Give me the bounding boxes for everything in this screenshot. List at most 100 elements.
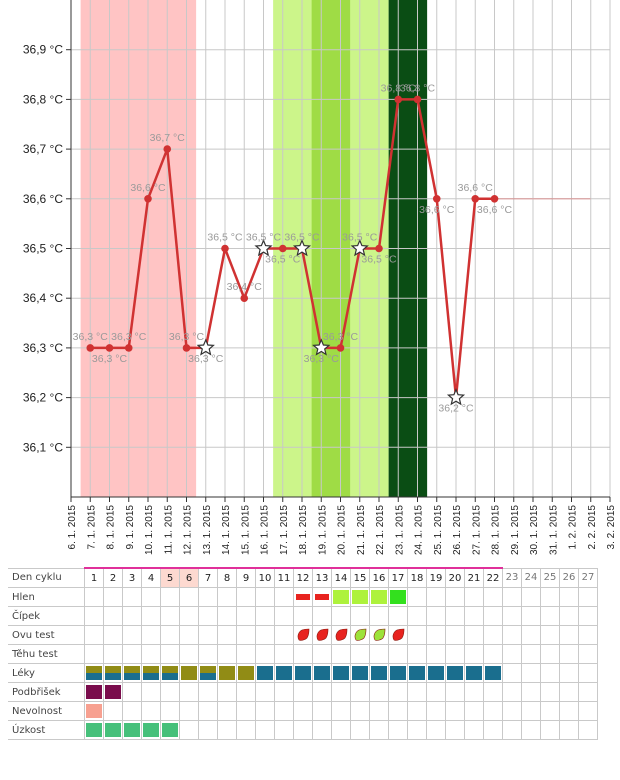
table-cell <box>84 625 104 645</box>
table-cell <box>464 720 484 740</box>
nausea-mark <box>86 704 102 718</box>
table-cell <box>122 720 142 740</box>
table-cell <box>293 701 313 721</box>
medication-mark <box>124 666 140 680</box>
x-tick-label: 31. 1. 2015 <box>548 505 559 555</box>
point-marker <box>105 344 114 352</box>
data-label: 36,3 °C <box>323 331 359 343</box>
table-cell <box>179 682 199 702</box>
table-cell <box>559 682 579 702</box>
table-cell <box>141 587 161 607</box>
table-cell <box>426 606 446 626</box>
table-cell <box>350 606 370 626</box>
table-cell <box>179 606 199 626</box>
medication-mark <box>485 666 501 680</box>
table-cell <box>293 587 313 607</box>
data-label: 36,6 °C <box>458 182 494 194</box>
point-marker <box>221 244 229 253</box>
table-cell <box>445 606 465 626</box>
table-cell <box>426 701 446 721</box>
y-tick-labels: 36,1 °C 36,2 °C 36,3 °C 36,4 °C 36,5 °C 36,6 … <box>23 43 63 455</box>
table-cell <box>350 625 370 645</box>
x-tick-label: 12. 1. 2015 <box>183 505 194 555</box>
table-cell <box>350 720 370 740</box>
table-cell <box>331 701 351 721</box>
medication-mark <box>162 666 178 680</box>
table-cell <box>559 701 579 721</box>
row-label: Čípek <box>8 606 85 626</box>
x-tick-label: 26. 1. 2015 <box>452 505 463 555</box>
y-tick-label: 36,8 °C <box>23 92 63 106</box>
table-cell <box>464 587 484 607</box>
cycle-day: 2 <box>103 567 123 588</box>
table-cell <box>350 644 370 664</box>
table-cell <box>388 682 408 702</box>
row-hlen: Hlen <box>8 587 598 607</box>
medication-mark <box>219 666 235 680</box>
table-cell <box>122 625 142 645</box>
table-cell <box>274 682 294 702</box>
data-label: 36,8 °C <box>400 82 436 94</box>
table-cell <box>141 663 161 683</box>
medication-mark <box>447 666 463 680</box>
x-tick-label: 28. 1. 2015 <box>491 505 502 555</box>
table-cell <box>236 720 256 740</box>
cycle-day: 4 <box>141 567 161 588</box>
table-cell <box>84 587 104 607</box>
table-cell <box>521 644 541 664</box>
row-cipek: Čípek <box>8 606 598 626</box>
table-cell <box>388 606 408 626</box>
cycle-day: 3 <box>122 567 142 588</box>
mucus-mark <box>315 594 329 600</box>
table-cell <box>236 682 256 702</box>
table-cell <box>217 587 237 607</box>
cycle-day: 6 <box>179 567 199 588</box>
cycle-day: 13 <box>312 567 332 588</box>
table-cell <box>521 682 541 702</box>
cycle-table: Den cyklu 1 2 3 4 5 6 7 8 9 10 11 12 13 14 15 16 17 18 19 20… <box>8 567 598 740</box>
row-tehu: Těhu test <box>8 644 598 664</box>
table-cell <box>274 606 294 626</box>
table-cell <box>502 587 522 607</box>
cycle-day: 11 <box>274 567 294 588</box>
table-cell <box>312 587 332 607</box>
cycle-day: 18 <box>407 567 427 588</box>
table-cell <box>483 644 503 664</box>
x-tick-label: 17. 1. 2015 <box>279 505 290 555</box>
table-cell <box>331 587 351 607</box>
star-marker <box>446 388 466 406</box>
point-marker <box>182 344 191 352</box>
table-cell <box>521 625 541 645</box>
star-marker <box>196 338 215 356</box>
medication-mark <box>314 666 330 680</box>
anxiety-mark <box>105 723 121 737</box>
table-cell <box>122 644 142 664</box>
table-cell <box>445 587 465 607</box>
x-tick-label: 9. 1. 2015 <box>125 505 136 550</box>
y-tick-label: 36,1 °C <box>23 440 63 454</box>
point-marker <box>240 294 249 303</box>
table-cell <box>483 606 503 626</box>
table-cell <box>559 663 579 683</box>
point-marker <box>432 195 441 203</box>
table-cell <box>445 644 465 664</box>
data-label: 36,3 °C <box>304 353 340 365</box>
table-cell <box>198 701 218 721</box>
table-cell <box>502 682 522 702</box>
table-cell <box>578 701 598 721</box>
table-cell <box>217 644 237 664</box>
table-cell <box>179 587 199 607</box>
table-cell <box>217 625 237 645</box>
table-cell <box>521 701 541 721</box>
data-label: 36,5 °C <box>246 232 282 244</box>
medication-mark <box>143 666 159 680</box>
x-tick-label: 22. 1. 2015 <box>375 505 386 555</box>
point-marker <box>336 344 345 352</box>
medication-mark <box>238 666 254 680</box>
point-marker <box>278 244 287 253</box>
row-uzkost: Úzkost <box>8 720 598 740</box>
abdomen-mark <box>86 685 102 699</box>
medication-mark <box>276 666 292 680</box>
x-tick-label: 27. 1. 2015 <box>471 505 482 555</box>
table-cell <box>217 682 237 702</box>
